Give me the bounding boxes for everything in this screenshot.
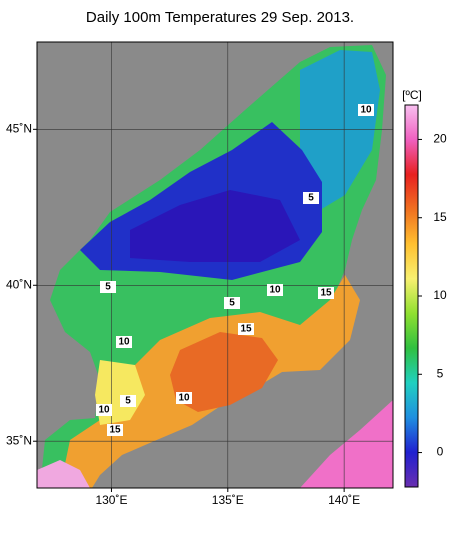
contour-label: 5 xyxy=(229,298,235,309)
contour-label-box xyxy=(318,287,334,299)
contour-label-box xyxy=(107,424,123,436)
contour-label-box xyxy=(96,404,112,416)
map xyxy=(37,42,393,488)
x-tick-label: 135˚E xyxy=(212,493,244,507)
contour-label: 10 xyxy=(269,285,281,296)
colorbar-tick-label: 5 xyxy=(437,366,444,380)
contour-label-box xyxy=(267,284,283,296)
y-tick-label: 35˚N xyxy=(6,433,32,447)
contour-label: 10 xyxy=(118,337,130,348)
contour-label: 15 xyxy=(109,425,121,436)
contour-label-box xyxy=(100,281,116,293)
contour-label: 5 xyxy=(125,396,131,407)
contour-label-box xyxy=(303,192,319,204)
colorbar-tick-label: 10 xyxy=(433,288,447,302)
colorbar-tick-label: 20 xyxy=(433,132,447,146)
title: Daily 100m Temperatures 29 Sep. 2013. xyxy=(86,9,354,26)
contour-label-box xyxy=(176,392,192,404)
contour-label: 15 xyxy=(320,288,332,299)
contour-label: 10 xyxy=(360,105,372,116)
warm-core xyxy=(170,332,278,412)
colorbar xyxy=(404,104,419,488)
cold-core xyxy=(130,190,300,262)
x-tick-label: 140˚E xyxy=(328,493,360,507)
cold-teal xyxy=(300,50,380,210)
colorbar-tick-label: 15 xyxy=(433,210,447,224)
pacific xyxy=(300,400,393,488)
contour-label: 10 xyxy=(178,393,190,404)
contour-label-box xyxy=(358,104,374,116)
x-tick-label: 130˚E xyxy=(95,493,127,507)
colorbar-label: [ºC] xyxy=(402,88,422,102)
contour-label-box xyxy=(116,336,132,348)
y-tick-label: 40˚N xyxy=(6,277,32,291)
colorbar-tick-label: 0 xyxy=(437,445,444,459)
map-frame xyxy=(36,41,394,489)
east-china-sea xyxy=(37,460,90,488)
contour-label: 15 xyxy=(240,324,252,335)
contour-label-box xyxy=(120,395,136,407)
contour-label: 5 xyxy=(105,282,111,293)
contour-label: 5 xyxy=(308,193,314,204)
contour-label: 10 xyxy=(98,405,110,416)
contour-label-box xyxy=(238,323,254,335)
contour-label-box xyxy=(224,297,240,309)
y-tick-label: 45˚N xyxy=(6,122,32,136)
